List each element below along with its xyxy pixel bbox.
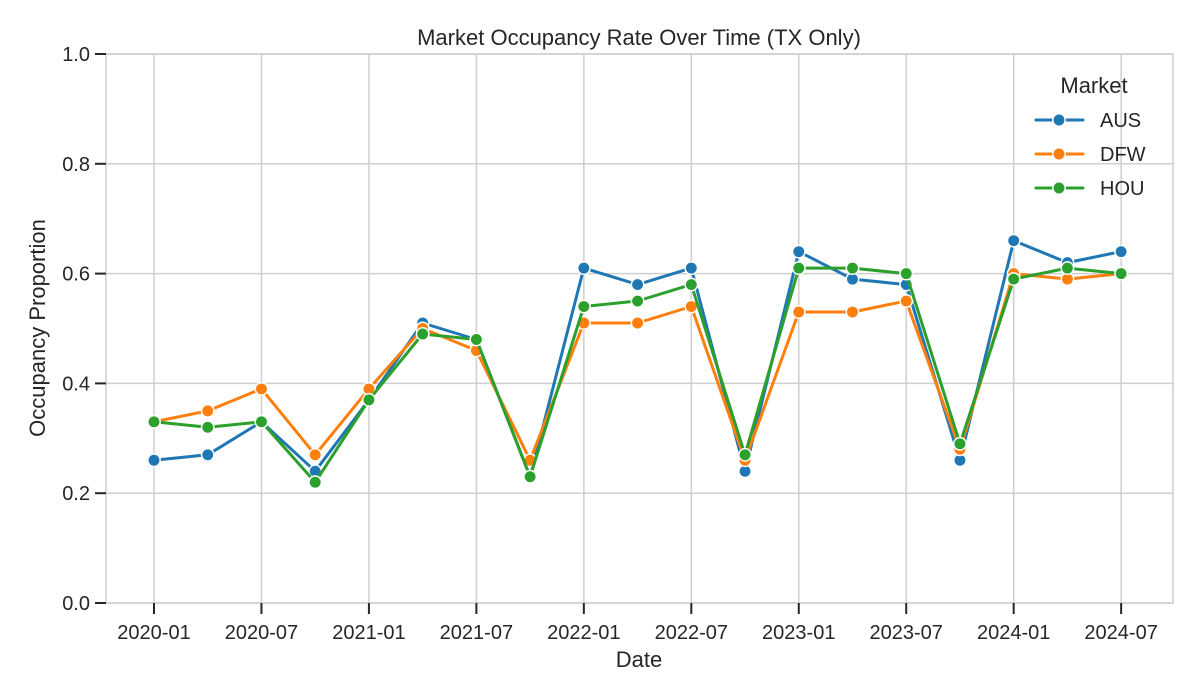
legend-marker-aus (1052, 113, 1066, 127)
axis-ticks: 0.0 0.2 0.4 0.6 0.8 1.0 2020-01 2020-07 2021-01 2… (62, 44, 1158, 644)
data-point-dfw (254, 381, 269, 396)
data-point-hou (630, 294, 645, 308)
data-point-hou (1006, 272, 1021, 287)
y-tick-label: 0.2 (62, 483, 90, 505)
legend-marker-dfw (1052, 147, 1066, 161)
data-point-aus (576, 261, 591, 276)
plot-frame (105, 53, 1174, 604)
legend-label-dfw: DFW (1100, 144, 1146, 166)
x-tick-label: 2021-07 (440, 622, 513, 644)
y-tick-label: 0.4 (62, 373, 90, 395)
data-point-aus (200, 447, 215, 462)
legend-label-aus: AUS (1100, 110, 1141, 132)
data-point-hou (738, 447, 752, 462)
data-point-hou (254, 414, 269, 429)
data-point-aus (630, 277, 645, 292)
data-point-dfw (791, 305, 806, 319)
data-point-hou (576, 299, 591, 314)
y-tick-label: 0.8 (62, 154, 90, 176)
legend-item-dfw: DFW (1034, 144, 1146, 166)
x-tick-label: 2021-01 (332, 622, 405, 644)
data-point-dfw (630, 316, 645, 330)
x-tick-label: 2023-01 (762, 622, 835, 644)
y-tick-label: 0.6 (62, 264, 90, 286)
data-point-aus (1114, 244, 1129, 259)
data-point-hou (361, 392, 376, 407)
y-axis-title: Occupancy Proportion (25, 219, 50, 437)
data-point-hou (899, 266, 914, 281)
data-point-hou (308, 475, 323, 490)
legend-title: Market (1060, 73, 1127, 98)
data-point-hou (1060, 261, 1075, 276)
y-tick-label: 1.0 (62, 44, 90, 66)
series-hou (147, 261, 1129, 490)
data-point-aus (684, 261, 699, 276)
y-tick-label: 0.0 (62, 593, 90, 615)
legend-label-hou: HOU (1100, 178, 1144, 200)
data-point-hou (845, 261, 860, 276)
data-point-hou (523, 469, 538, 484)
legend-marker-hou (1052, 181, 1066, 195)
x-tick-label: 2022-01 (547, 622, 620, 644)
data-point-aus (147, 453, 161, 468)
x-axis-title: Date (616, 647, 662, 672)
data-point-hou (469, 332, 484, 347)
data-point-hou (147, 414, 161, 429)
series-group (147, 233, 1129, 490)
data-point-dfw (899, 294, 914, 308)
legend-item-hou: HOU (1034, 178, 1144, 200)
x-tick-label: 2024-01 (977, 622, 1050, 644)
x-tick-label: 2024-07 (1084, 622, 1157, 644)
x-tick-label: 2020-01 (117, 622, 190, 644)
data-point-aus (1006, 233, 1021, 248)
data-point-dfw (845, 305, 860, 319)
data-point-hou (415, 327, 430, 341)
data-point-hou (200, 420, 215, 435)
data-point-hou (684, 277, 699, 292)
data-point-aus (791, 244, 806, 259)
data-point-dfw (200, 403, 215, 418)
legend: Market AUS DFW HOU (1034, 73, 1146, 200)
legend-item-aus: AUS (1034, 110, 1141, 132)
x-tick-label: 2020-07 (225, 622, 298, 644)
data-point-hou (1114, 266, 1129, 281)
data-point-dfw (308, 447, 323, 462)
data-point-hou (791, 261, 806, 276)
data-point-hou (953, 436, 967, 451)
chart-title: Market Occupancy Rate Over Time (TX Only… (417, 25, 861, 50)
x-tick-label: 2022-07 (655, 622, 728, 644)
x-tick-label: 2023-07 (870, 622, 943, 644)
